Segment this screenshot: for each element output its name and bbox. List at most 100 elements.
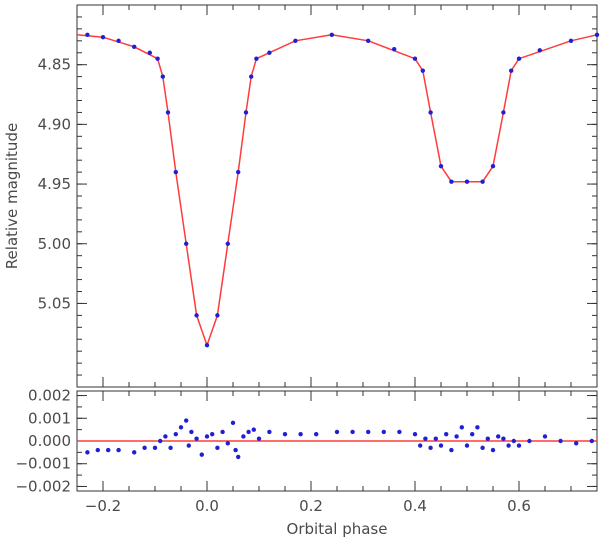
- residual-point: [516, 443, 522, 448]
- observation-point: [165, 110, 171, 115]
- residual-point: [230, 420, 236, 426]
- residual-point: [485, 436, 490, 441]
- residual-point: [444, 431, 449, 437]
- residual-point: [173, 431, 178, 437]
- residual-point: [256, 436, 262, 441]
- observation-point: [329, 32, 334, 38]
- y-tick-label: 5.00: [38, 235, 71, 253]
- observation-point: [392, 46, 397, 52]
- observation-point: [537, 48, 542, 53]
- y-tick-label: 0.001: [28, 409, 71, 427]
- residual-point: [334, 429, 340, 435]
- residual-point: [470, 431, 475, 437]
- x-tick-label: 0.2: [299, 497, 323, 515]
- observation-point: [85, 32, 90, 38]
- observation-point: [155, 56, 160, 61]
- residuals-panel: −0.2 0.0 0.2 0.4 0.6 0.002 0.001 0.000 −0.001 −0.…: [15, 387, 598, 515]
- residual-point: [558, 438, 563, 444]
- residual-point: [464, 443, 470, 448]
- residual-point: [475, 425, 480, 430]
- residual-point: [480, 445, 485, 451]
- observation-point: [480, 179, 485, 184]
- observation-point: [420, 68, 425, 73]
- residual-point: [189, 429, 194, 435]
- observation-point: [204, 343, 210, 348]
- residual-point: [142, 445, 147, 451]
- y-tick-label: 4.85: [38, 56, 71, 74]
- residual-point: [85, 450, 90, 455]
- residual-point: [542, 434, 548, 439]
- x-tick-label: 0.4: [403, 497, 427, 515]
- observation-point: [236, 169, 241, 175]
- residual-point: [428, 445, 433, 451]
- observation-point: [116, 38, 121, 44]
- residual-point: [152, 445, 158, 451]
- residual-point: [418, 443, 423, 448]
- residual-point: [168, 445, 173, 451]
- residual-point: [204, 434, 210, 439]
- observation-point: [147, 50, 152, 55]
- residual-point: [490, 447, 496, 453]
- residual-point: [220, 429, 225, 435]
- residual-point: [186, 443, 191, 448]
- residual-point: [350, 429, 355, 435]
- observation-point: [501, 110, 506, 115]
- y-tick-label: 0.000: [28, 432, 71, 450]
- residual-point: [314, 431, 319, 437]
- residual-point: [282, 431, 288, 437]
- observation-point: [438, 163, 444, 169]
- residual-point: [381, 429, 386, 435]
- observation-point: [516, 56, 522, 61]
- observation-point: [225, 241, 230, 246]
- residual-point: [251, 427, 256, 432]
- observation-point: [509, 68, 514, 73]
- observation-point: [254, 56, 259, 61]
- residual-point: [511, 438, 516, 444]
- residual-point: [178, 425, 184, 430]
- residual-point: [163, 434, 168, 439]
- observation-point: [194, 313, 199, 318]
- residual-point: [184, 418, 189, 423]
- residual-point: [116, 447, 121, 453]
- y-tick-label: 4.90: [38, 115, 71, 133]
- y-tick-label: 0.002: [28, 387, 71, 405]
- observation-point: [173, 169, 178, 175]
- plot-frame: [76, 4, 598, 388]
- x-tick-label: −0.2: [85, 497, 121, 515]
- observation-point: [568, 38, 574, 44]
- residual-point: [412, 431, 418, 437]
- y-tick-label: −0.002: [15, 477, 71, 495]
- observation-point: [184, 241, 189, 246]
- residual-point: [199, 452, 204, 457]
- light-curve-panel: 4.85 4.90 4.95 5.00 5.05: [38, 4, 600, 388]
- residual-point: [366, 429, 371, 435]
- residual-point: [106, 447, 111, 453]
- observation-point: [243, 110, 249, 115]
- observation-point: [464, 179, 470, 184]
- residual-point: [225, 441, 230, 446]
- y-tick-label: 5.05: [38, 294, 71, 312]
- observation-point: [428, 110, 433, 115]
- residual-point: [210, 431, 215, 437]
- observation-point: [267, 50, 272, 55]
- y-axis-title: Relative magnitude: [3, 123, 21, 269]
- residual-point: [132, 450, 137, 455]
- y-tick-label: 4.95: [38, 175, 71, 193]
- x-axis-title: Orbital phase: [287, 520, 388, 538]
- residual-point: [449, 447, 454, 453]
- residual-point: [267, 429, 272, 435]
- residual-point: [496, 434, 501, 439]
- x-tick-label: 0.0: [195, 497, 219, 515]
- observation-point: [366, 38, 371, 44]
- y-tick-label: −0.001: [15, 455, 71, 473]
- residual-point: [438, 443, 444, 448]
- residual-point: [298, 431, 303, 437]
- residual-point: [433, 436, 438, 441]
- residual-point: [459, 425, 464, 430]
- residual-point: [454, 434, 459, 439]
- model-curve: [76, 34, 598, 348]
- residual-point: [574, 441, 579, 446]
- observation-point: [293, 38, 298, 44]
- observation-point: [490, 163, 496, 169]
